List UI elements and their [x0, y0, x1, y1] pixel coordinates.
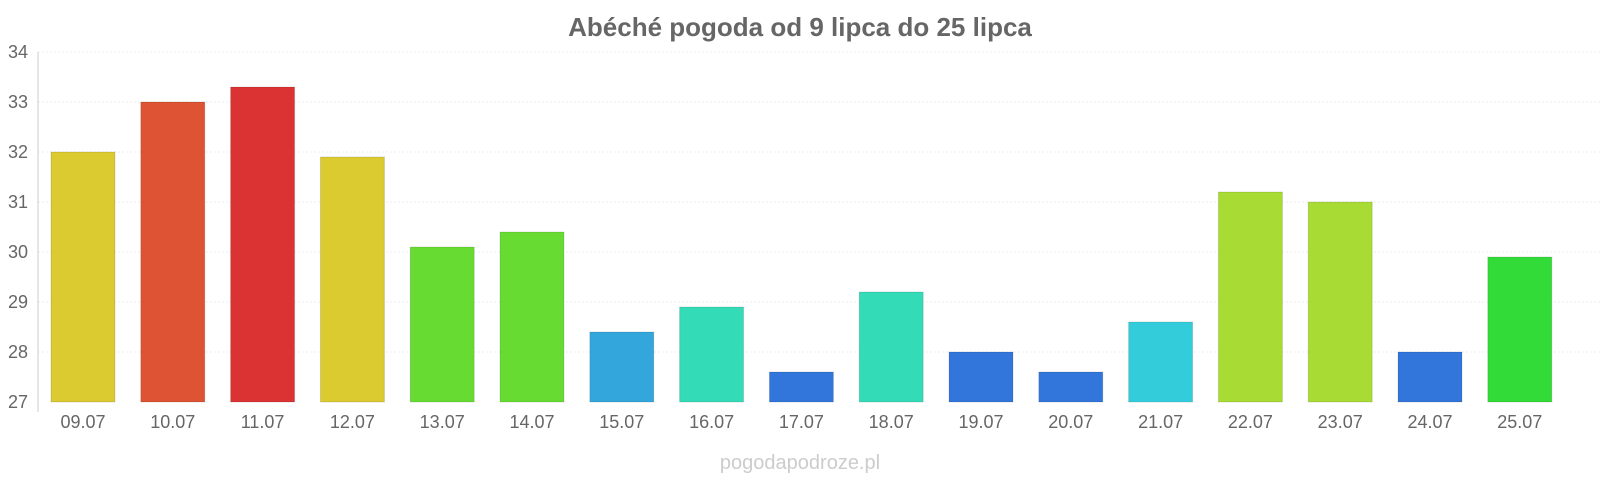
watermark: pogodapodroze.pl — [720, 452, 880, 474]
x-tick-label: 21.07 — [1138, 412, 1183, 432]
y-tick-label: 34 — [8, 42, 28, 62]
x-tick-label: 17.07 — [779, 412, 824, 432]
bar-12.07 — [319, 156, 385, 403]
bar-11.07 — [230, 86, 296, 403]
x-tick-label: 18.07 — [869, 412, 914, 432]
bar-19.07 — [948, 351, 1014, 403]
x-tick-label: 23.07 — [1318, 412, 1363, 432]
bar-09.07 — [50, 151, 116, 403]
bar-17.07 — [768, 371, 834, 403]
bar-25.07 — [1487, 256, 1553, 403]
bar-13.07 — [409, 246, 475, 403]
x-tick-label: 14.07 — [509, 412, 554, 432]
bar-22.07 — [1217, 191, 1283, 403]
x-tick-label: 12.07 — [330, 412, 375, 432]
x-tick-label: 11.07 — [241, 412, 285, 432]
x-tick-label: 09.07 — [60, 412, 105, 432]
bar-15.07 — [589, 331, 655, 403]
x-tick-label: 16.07 — [689, 412, 734, 432]
x-tick-label: 19.07 — [958, 412, 1003, 432]
y-tick-label: 31 — [8, 192, 28, 212]
x-tick-label: 20.07 — [1048, 412, 1093, 432]
x-tick-label: 13.07 — [420, 412, 465, 432]
x-tick-label: 24.07 — [1407, 412, 1452, 432]
x-tick-label: 15.07 — [599, 412, 644, 432]
y-tick-label: 28 — [8, 342, 28, 362]
bar-14.07 — [499, 231, 565, 403]
bars — [50, 86, 1553, 403]
y-tick-labels: 27 28 29 30 31 32 33 34 — [8, 42, 28, 412]
grid-lines — [38, 51, 1600, 353]
y-tick-label: 29 — [8, 292, 28, 312]
bar-24.07 — [1397, 351, 1463, 403]
bar-18.07 — [858, 291, 924, 403]
y-tick-label: 27 — [8, 392, 28, 412]
x-tick-label: 22.07 — [1228, 412, 1273, 432]
bar-10.07 — [140, 101, 206, 403]
y-tick-label: 33 — [8, 92, 28, 112]
x-tick-label: 25.07 — [1497, 412, 1542, 432]
x-tick-labels: 09.07 10.07 11.07 12.07 13.07 14.07 15.07 16.07… — [60, 412, 1542, 432]
bar-21.07 — [1128, 321, 1194, 403]
y-tick-label: 30 — [8, 242, 28, 262]
bar-20.07 — [1038, 371, 1104, 403]
x-tick-label: 10.07 — [150, 412, 195, 432]
bar-16.07 — [679, 306, 745, 403]
y-tick-label: 32 — [8, 142, 28, 162]
chart-title: Abéché pogoda od 9 lipca do 25 lipca — [568, 12, 1032, 42]
bar-23.07 — [1307, 201, 1373, 403]
